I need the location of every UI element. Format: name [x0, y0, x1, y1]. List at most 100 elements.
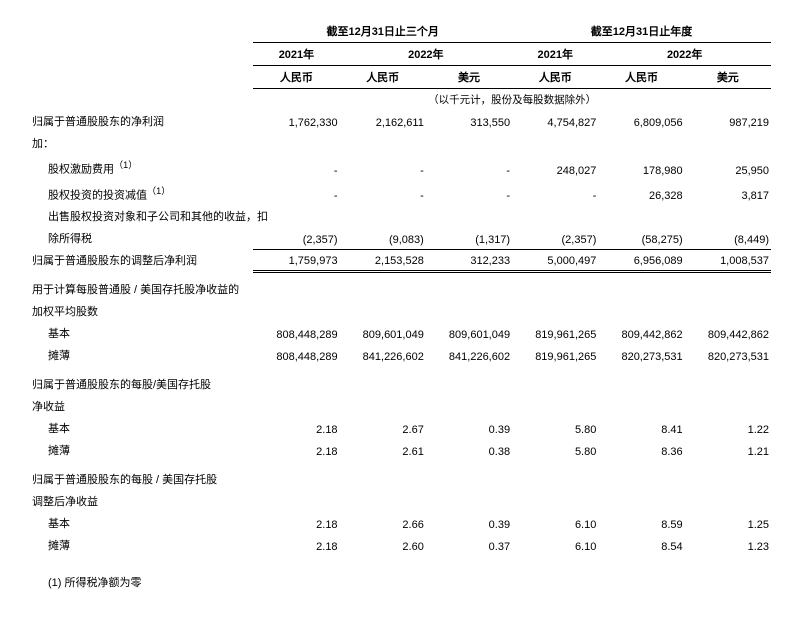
row-impairment: 股权投资的投资减值（1） - - - - 26,328 3,817: [30, 180, 771, 206]
hdr-y21-rmb: 人民币: [512, 66, 598, 89]
cell: 3,817: [685, 180, 771, 206]
label-share-comp: 股权激励费用（1）: [30, 154, 253, 180]
row-basic-shares: 基本 808,448,289 809,601,049 809,601,049 8…: [30, 322, 771, 344]
cell: 820,273,531: [598, 344, 684, 366]
cell: 1.23: [685, 534, 771, 556]
cell: -: [512, 180, 598, 206]
row-eps-h2: 净收益: [30, 395, 771, 417]
cell: -: [253, 154, 339, 180]
header-row-periods: 截至12月31日止三个月 截至12月31日止年度: [30, 20, 771, 43]
cell: 0.39: [426, 512, 512, 534]
row-add: 加：: [30, 132, 771, 154]
cell: 2.60: [340, 534, 426, 556]
label-impairment: 股权投资的投资减值（1）: [30, 180, 253, 206]
header-row-years: 2021年 2022年 2021年 2022年: [30, 43, 771, 66]
cell: 1,008,537: [685, 249, 771, 271]
header-quarter: 截至12月31日止三个月: [253, 20, 512, 43]
header-y-2022: 2022年: [598, 43, 771, 66]
header-year: 截至12月31日止年度: [512, 20, 771, 43]
cell: 819,961,265: [512, 322, 598, 344]
cell: (2,357): [512, 227, 598, 249]
cell: 6,956,089: [598, 249, 684, 271]
label-net-income: 归属于普通股股东的净利润: [30, 110, 253, 132]
label-wad-h1: 用于计算每股普通股 / 美国存托股净收益的: [30, 271, 253, 300]
cell: 808,448,289: [253, 344, 339, 366]
label-basic-shares: 基本: [30, 322, 253, 344]
cell: -: [253, 180, 339, 206]
row-adj-basic-eps: 基本 2.18 2.66 0.39 6.10 8.59 1.25: [30, 512, 771, 534]
header-row-unit: （以千元计，股份及每股数据除外）: [30, 89, 771, 111]
cell: 841,226,602: [340, 344, 426, 366]
cell: 312,233: [426, 249, 512, 271]
hdr-y22-usd: 美元: [685, 66, 771, 89]
cell: 178,980: [598, 154, 684, 180]
cell: 2,153,528: [340, 249, 426, 271]
header-row-currency: 人民币 人民币 美元 人民币 人民币 美元: [30, 66, 771, 89]
cell: 2.61: [340, 439, 426, 461]
cell: 6.10: [512, 534, 598, 556]
cell: 5.80: [512, 439, 598, 461]
cell: 987,219: [685, 110, 771, 132]
label-adj-net-income: 归属于普通股股东的调整后净利润: [30, 249, 253, 271]
label-adj-eps-h1: 归属于普通股股东的每股 / 美国存托股: [30, 461, 253, 490]
row-net-income: 归属于普通股股东的净利润 1,762,330 2,162,611 313,550…: [30, 110, 771, 132]
cell: 0.39: [426, 417, 512, 439]
cell: 1.21: [685, 439, 771, 461]
cell: 8.59: [598, 512, 684, 534]
cell: (58,275): [598, 227, 684, 249]
cell: 1.25: [685, 512, 771, 534]
row-diluted-eps: 摊薄 2.18 2.61 0.38 5.80 8.36 1.21: [30, 439, 771, 461]
cell: 4,754,827: [512, 110, 598, 132]
cell: 809,442,862: [598, 322, 684, 344]
label-adj-basic-eps: 基本: [30, 512, 253, 534]
cell: (9,083): [340, 227, 426, 249]
cell: 1.22: [685, 417, 771, 439]
label-adj-diluted-eps: 摊薄: [30, 534, 253, 556]
cell: -: [426, 180, 512, 206]
cell: 820,273,531: [685, 344, 771, 366]
cell: 1,762,330: [253, 110, 339, 132]
cell: 2.66: [340, 512, 426, 534]
cell: 0.37: [426, 534, 512, 556]
label-eps-h2: 净收益: [30, 395, 253, 417]
cell: 5.80: [512, 417, 598, 439]
cell: 2.18: [253, 534, 339, 556]
cell: 26,328: [598, 180, 684, 206]
cell: 809,601,049: [340, 322, 426, 344]
label-eps-h1: 归属于普通股股东的每股/美国存托股: [30, 366, 253, 395]
cell: (2,357): [253, 227, 339, 249]
row-wad-h2: 加权平均股数: [30, 300, 771, 322]
hdr-y22-rmb: 人民币: [598, 66, 684, 89]
row-disposal-2: 除所得税 (2,357) (9,083) (1,317) (2,357) (58…: [30, 227, 771, 249]
row-adj-eps-h2: 调整后净收益: [30, 490, 771, 512]
cell: 841,226,602: [426, 344, 512, 366]
hdr-q21-rmb: 人民币: [253, 66, 339, 89]
label-disposal-2: 除所得税: [30, 227, 253, 249]
label-diluted-shares: 摊薄: [30, 344, 253, 366]
cell: 819,961,265: [512, 344, 598, 366]
cell: 808,448,289: [253, 322, 339, 344]
row-basic-eps: 基本 2.18 2.67 0.39 5.80 8.41 1.22: [30, 417, 771, 439]
cell: 2.18: [253, 417, 339, 439]
row-adj-eps-h1: 归属于普通股股东的每股 / 美国存托股: [30, 461, 771, 490]
cell: 313,550: [426, 110, 512, 132]
label-disposal-1: 出售股权投资对象和子公司和其他的收益，扣: [30, 205, 253, 227]
cell: 1,759,973: [253, 249, 339, 271]
cell: (1,317): [426, 227, 512, 249]
cell: 5,000,497: [512, 249, 598, 271]
header-q-2022: 2022年: [340, 43, 513, 66]
hdr-q22-rmb: 人民币: [340, 66, 426, 89]
row-share-comp: 股权激励费用（1） - - - 248,027 178,980 25,950: [30, 154, 771, 180]
cell: -: [340, 154, 426, 180]
cell: 6,809,056: [598, 110, 684, 132]
label-add: 加：: [30, 132, 253, 154]
cell: 8.36: [598, 439, 684, 461]
label-wad-h2: 加权平均股数: [30, 300, 253, 322]
unit-note: （以千元计，股份及每股数据除外）: [253, 89, 771, 111]
cell: 809,442,862: [685, 322, 771, 344]
cell: (8,449): [685, 227, 771, 249]
label-basic-eps: 基本: [30, 417, 253, 439]
cell: 2.67: [340, 417, 426, 439]
label-adj-eps-h2: 调整后净收益: [30, 490, 253, 512]
cell: 6.10: [512, 512, 598, 534]
